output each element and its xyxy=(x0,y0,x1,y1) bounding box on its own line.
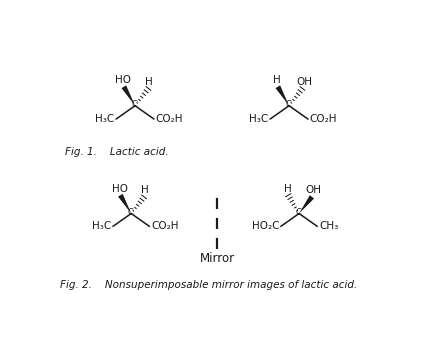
Text: H: H xyxy=(283,184,292,194)
Text: HO₂C: HO₂C xyxy=(252,221,279,232)
Text: CO₂H: CO₂H xyxy=(309,114,337,124)
Text: OH: OH xyxy=(306,185,321,195)
Text: OH: OH xyxy=(296,77,312,87)
Text: Fig. 2.    Nonsuperimposable mirror images of lactic acid.: Fig. 2. Nonsuperimposable mirror images … xyxy=(60,280,357,290)
Text: CH₃: CH₃ xyxy=(319,221,338,232)
Polygon shape xyxy=(118,194,131,213)
Polygon shape xyxy=(275,86,289,106)
Text: H₃C: H₃C xyxy=(92,221,111,232)
Text: H: H xyxy=(145,77,153,87)
Text: HO: HO xyxy=(112,184,128,194)
Text: C: C xyxy=(128,208,133,217)
Text: C: C xyxy=(285,101,291,109)
Text: Fig. 1.    Lactic acid.: Fig. 1. Lactic acid. xyxy=(65,146,169,157)
Polygon shape xyxy=(299,195,314,213)
Text: H₃C: H₃C xyxy=(249,114,269,124)
Text: H: H xyxy=(141,185,149,195)
Text: HO: HO xyxy=(115,75,131,85)
Text: H: H xyxy=(273,75,281,85)
Text: C: C xyxy=(131,101,137,109)
Text: C: C xyxy=(295,208,301,217)
Text: CO₂H: CO₂H xyxy=(156,114,183,124)
Text: H₃C: H₃C xyxy=(95,114,114,124)
Text: CO₂H: CO₂H xyxy=(151,221,178,232)
Polygon shape xyxy=(122,86,135,106)
Text: Mirror: Mirror xyxy=(200,252,235,265)
